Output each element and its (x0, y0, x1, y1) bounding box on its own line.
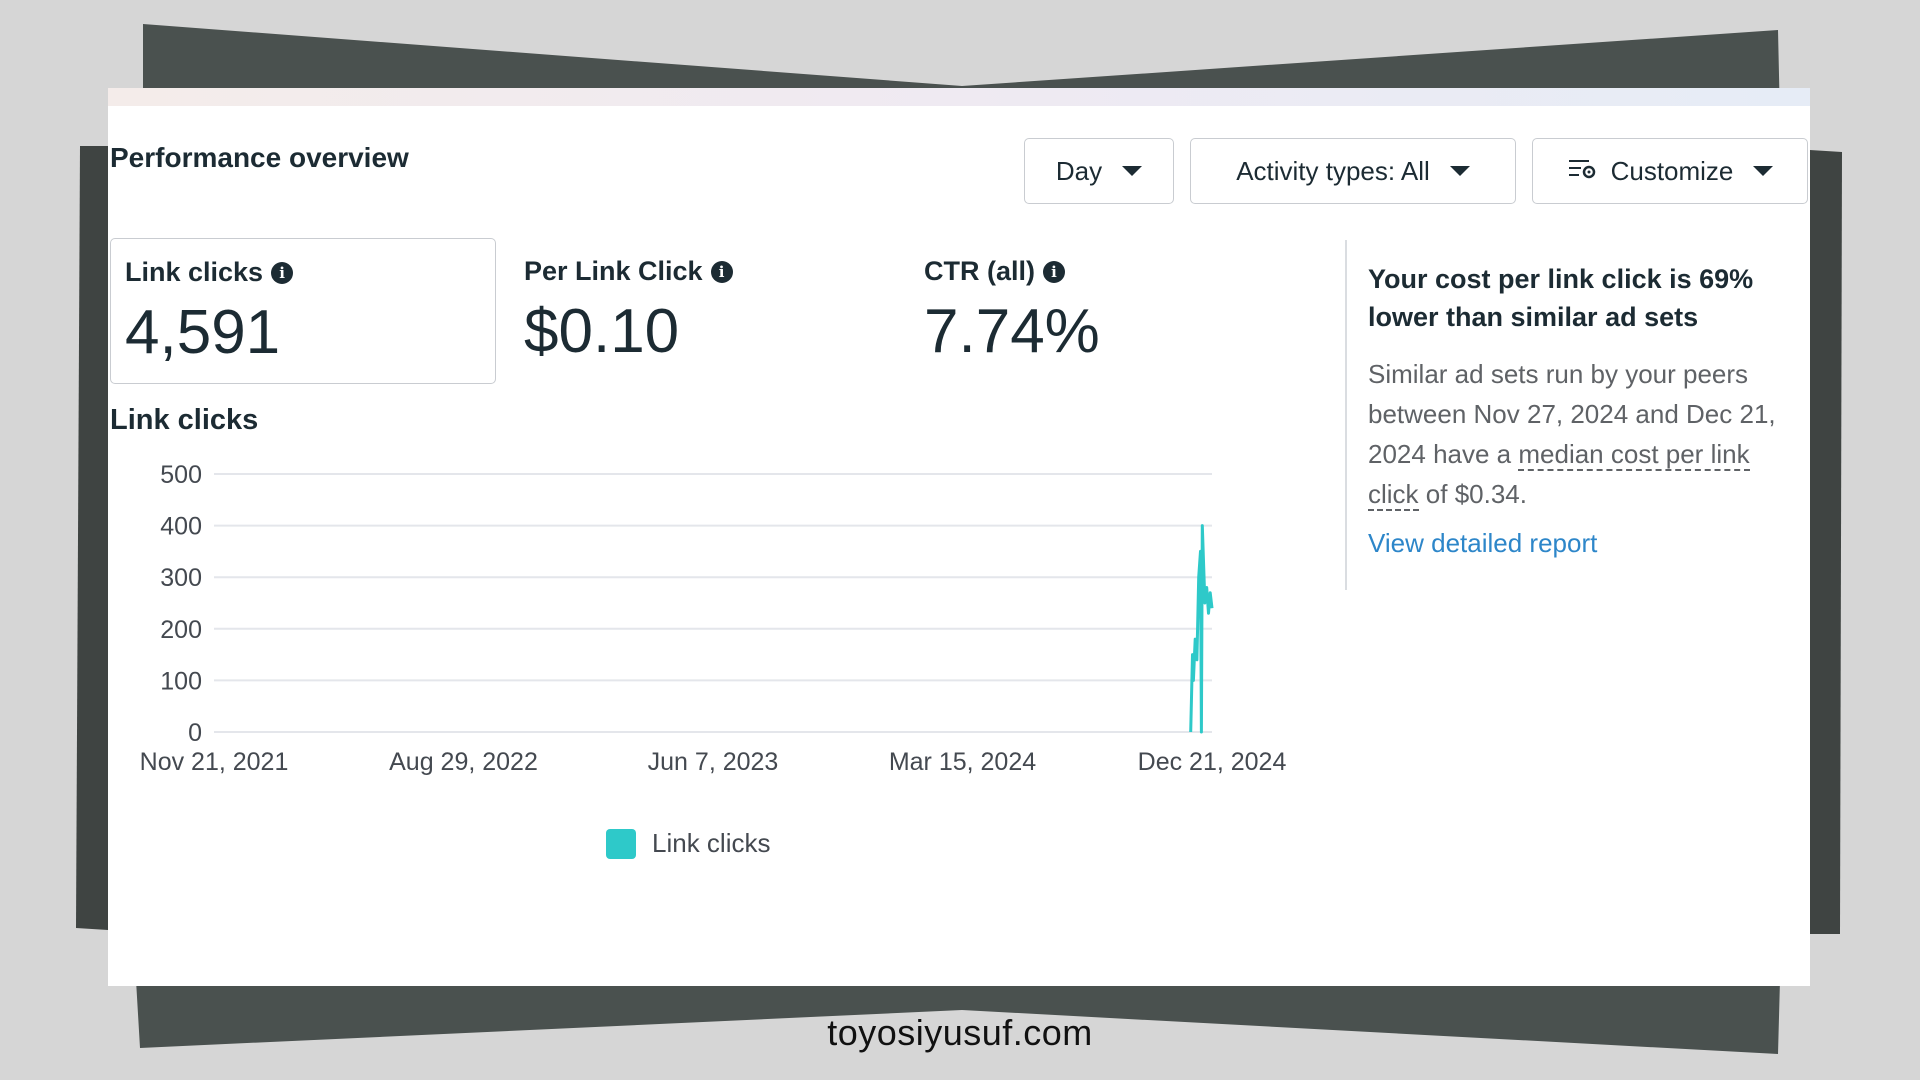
metric-per-link-click[interactable]: Per Link Click i $0.10 (510, 238, 870, 384)
info-icon[interactable]: i (271, 261, 294, 284)
metric-value: $0.10 (524, 297, 680, 366)
y-tick-label: 500 (160, 461, 202, 489)
caret-down-icon (1122, 166, 1143, 176)
metric-label-wrap: Link clicks i (125, 257, 294, 288)
y-tick-label: 200 (160, 616, 202, 644)
insight-body-text-end: of $0.34. (1418, 479, 1527, 509)
metric-link-clicks[interactable]: Link clicks i 4,591 (110, 238, 496, 384)
y-tick-label: 100 (160, 667, 202, 695)
metric-value: 4,591 (125, 298, 281, 367)
insight-panel: Your cost per link click is 69% lower th… (1368, 260, 1788, 559)
link-clicks-chart: 0 100 200 300 400 500 Nov 21, 2021 Aug 29, 2022… (140, 461, 1287, 776)
insight-body-text: Similar ad sets run by your peers betwee… (1368, 359, 1776, 469)
legend-swatch (606, 828, 636, 859)
x-tick-label: Aug 29, 2022 (389, 748, 538, 776)
info-icon[interactable]: i (1043, 260, 1065, 283)
page-title: Performance overview (110, 142, 409, 173)
y-tick-label: 300 (160, 564, 202, 592)
customize-label: Customize (1610, 155, 1734, 186)
metric-label: CTR (all) (924, 256, 1035, 286)
x-tick-label: Dec 21, 2024 (1138, 748, 1287, 776)
footer-watermark: toyosiyusuf.com (827, 1012, 1093, 1053)
x-tick-label: Nov 21, 2021 (140, 748, 289, 776)
customize-button[interactable]: Customize (1532, 138, 1808, 204)
x-tick-label: Mar 15, 2024 (889, 748, 1036, 776)
left-shard (76, 146, 108, 930)
activity-types-dropdown[interactable]: Activity types: All (1190, 138, 1516, 204)
insight-title: Your cost per link click is 69% lower th… (1368, 264, 1754, 332)
metric-label-wrap: CTR (all) i (924, 256, 1065, 287)
x-tick-label: Jun 7, 2023 (648, 748, 779, 776)
day-dropdown-label: Day (1055, 155, 1103, 186)
chart-legend[interactable]: Link clicks (606, 828, 770, 859)
caret-down-icon (1753, 166, 1774, 176)
bottom-shard (136, 980, 1780, 1054)
median-cost-term[interactable]: median cost per link click (1368, 439, 1750, 511)
metric-value: 7.74% (924, 297, 1100, 366)
day-dropdown[interactable]: Day (1024, 138, 1174, 204)
metric-ctr-all[interactable]: CTR (all) i 7.74% (910, 238, 1270, 384)
vertical-divider (1345, 240, 1347, 590)
caret-down-icon (1449, 166, 1470, 176)
view-detailed-report-link[interactable]: View detailed report (1368, 528, 1598, 558)
activity-types-label: Activity types: All (1236, 155, 1430, 186)
y-tick-label: 400 (160, 513, 202, 541)
metric-label-wrap: Per Link Click i (524, 256, 733, 287)
metric-label: Link clicks (125, 257, 264, 287)
metric-label: Per Link Click (524, 256, 703, 286)
series-line-link-clicks (1189, 524, 1214, 734)
info-icon[interactable]: i (710, 260, 733, 283)
y-tick-label: 0 (188, 719, 202, 747)
legend-label: Link clicks (652, 828, 771, 858)
customize-sliders-gear-icon (1567, 155, 1599, 188)
insight-body: Similar ad sets run by your peers betwee… (1368, 354, 1788, 514)
performance-card: Performance overview Day Activity types:… (108, 88, 1810, 986)
card-top-gradient (108, 88, 1810, 106)
right-shard (1810, 150, 1842, 934)
chart-section-title: Link clicks (110, 404, 259, 436)
